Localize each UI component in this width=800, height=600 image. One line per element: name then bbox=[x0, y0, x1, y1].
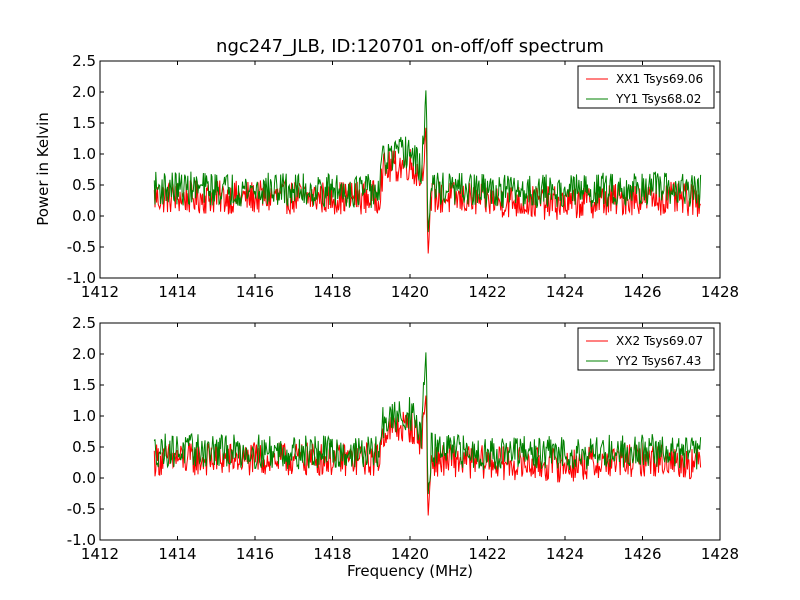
legend-label: XX1 Tsys69.06 bbox=[616, 72, 703, 86]
x-tick-label: 1424 bbox=[546, 283, 584, 301]
x-tick-label: 1418 bbox=[313, 545, 351, 563]
x-tick-label: 1428 bbox=[701, 545, 739, 563]
y-tick-label: 0.5 bbox=[72, 438, 96, 456]
legend-box bbox=[577, 65, 715, 109]
y-tick-label: 2.5 bbox=[72, 314, 96, 332]
legend-label: YY2 Tsys67.43 bbox=[615, 354, 701, 368]
bottom-panel: 1412 1414 1416 1418 1420 1422 1424 1426 1428 2.5 2… bbox=[67, 314, 739, 563]
y-tick-label: -0.5 bbox=[67, 500, 96, 518]
x-tick-label: 1420 bbox=[391, 283, 429, 301]
x-tick-label: 1414 bbox=[158, 283, 196, 301]
y-axis-label: Power in Kelvin bbox=[34, 112, 52, 226]
x-tick-label: 1416 bbox=[236, 545, 274, 563]
legend-box bbox=[577, 327, 715, 371]
top-panel: 1412 1414 1416 1418 1420 1422 1424 1426 1428 2.5 2… bbox=[67, 52, 739, 301]
y-tick-label: -1.0 bbox=[67, 269, 96, 287]
x-tick-label: 1428 bbox=[701, 283, 739, 301]
y-tick-label: 1.5 bbox=[72, 376, 96, 394]
x-tick-label: 1418 bbox=[313, 283, 351, 301]
y-tick-label: 0.0 bbox=[72, 469, 96, 487]
series-lines bbox=[153, 90, 702, 254]
x-tick-label: 1416 bbox=[236, 283, 274, 301]
x-axis-label: Frequency (MHz) bbox=[347, 562, 473, 580]
x-tick-label: 1426 bbox=[623, 545, 661, 563]
y-tick-label: 2.5 bbox=[72, 52, 96, 70]
legend: XX1 Tsys69.06 YY1 Tsys68.02 bbox=[577, 65, 715, 109]
legend-label: XX2 Tsys69.07 bbox=[616, 334, 703, 348]
y-tick-label: -0.5 bbox=[67, 238, 96, 256]
x-tick-label: 1424 bbox=[546, 545, 584, 563]
legend-label: YY1 Tsys68.02 bbox=[615, 92, 701, 106]
x-tick-label: 1412 bbox=[81, 545, 119, 563]
y-tick-label: 0.0 bbox=[72, 207, 96, 225]
series-line-yy2 bbox=[153, 352, 702, 495]
x-tick-label: 1422 bbox=[468, 545, 506, 563]
y-tick-label: 2.0 bbox=[72, 83, 96, 101]
legend: XX2 Tsys69.07 YY2 Tsys67.43 bbox=[577, 327, 715, 371]
x-tick-label: 1414 bbox=[158, 545, 196, 563]
x-tick-label: 1422 bbox=[468, 283, 506, 301]
y-tick-label: 2.0 bbox=[72, 345, 96, 363]
y-tick-label: 1.5 bbox=[72, 114, 96, 132]
series-lines bbox=[153, 352, 702, 516]
x-tick-label: 1412 bbox=[81, 283, 119, 301]
x-tick-label: 1426 bbox=[623, 283, 661, 301]
y-tick-label: 0.5 bbox=[72, 176, 96, 194]
series-line-yy1 bbox=[153, 90, 702, 233]
y-tick-label: 1.0 bbox=[72, 145, 96, 163]
y-tick-label: 1.0 bbox=[72, 407, 96, 425]
figure-title: ngc247_JLB, ID:120701 on-off/off spectru… bbox=[216, 36, 604, 57]
x-tick-label: 1420 bbox=[391, 545, 429, 563]
y-tick-label: -1.0 bbox=[67, 531, 96, 549]
